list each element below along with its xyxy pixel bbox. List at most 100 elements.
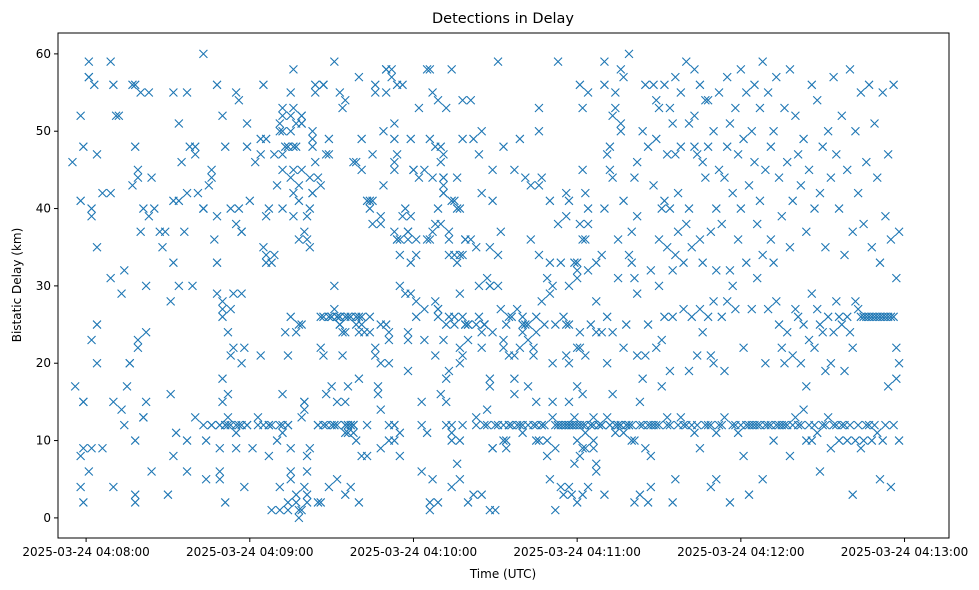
- data-point: [248, 443, 257, 453]
- data-point: [791, 111, 800, 121]
- data-point: [679, 304, 688, 314]
- data-point: [289, 64, 298, 74]
- data-point: [267, 420, 276, 430]
- data-point: [785, 242, 795, 252]
- data-point: [799, 134, 808, 144]
- data-point: [769, 436, 778, 445]
- data-point: [488, 165, 497, 175]
- data-point: [234, 95, 244, 105]
- data-point: [872, 173, 882, 183]
- x-tick-label: 2025-03-24 04:13:00: [841, 545, 968, 559]
- data-point: [728, 420, 738, 430]
- data-point: [87, 443, 96, 453]
- data-point: [608, 111, 618, 121]
- data-point: [531, 312, 541, 322]
- data-point: [316, 343, 326, 353]
- data-point: [780, 103, 789, 113]
- data-point: [774, 173, 784, 183]
- data-point: [714, 88, 724, 97]
- data-point: [520, 173, 530, 183]
- data-point: [561, 320, 571, 329]
- data-point: [510, 389, 519, 399]
- data-point: [133, 165, 143, 175]
- data-point: [389, 420, 399, 430]
- data-point: [624, 420, 634, 430]
- data-point: [392, 235, 402, 244]
- data-point: [722, 296, 732, 306]
- data-point: [891, 374, 901, 384]
- data-point: [826, 443, 836, 453]
- data-point: [294, 235, 304, 244]
- data-point: [602, 150, 612, 159]
- data-point: [646, 482, 656, 492]
- data-point: [600, 80, 609, 90]
- data-point: [537, 420, 547, 430]
- data-point: [422, 64, 432, 74]
- data-point: [717, 219, 727, 229]
- data-point: [758, 250, 768, 260]
- data-point: [815, 467, 825, 476]
- data-point: [231, 88, 241, 97]
- data-point: [793, 312, 803, 322]
- data-point: [834, 312, 844, 322]
- data-point: [458, 134, 467, 144]
- data-point: [602, 312, 612, 322]
- data-point: [889, 80, 899, 90]
- data-point: [731, 304, 740, 314]
- data-point: [801, 382, 811, 391]
- data-point: [665, 420, 675, 430]
- data-point: [130, 80, 140, 90]
- data-point: [690, 64, 699, 74]
- data-point: [632, 351, 642, 360]
- data-point: [752, 273, 762, 283]
- data-point: [354, 498, 364, 507]
- data-point: [687, 242, 697, 252]
- data-point: [302, 490, 312, 500]
- data-point: [501, 320, 511, 329]
- data-point: [179, 227, 189, 237]
- data-point: [627, 436, 637, 445]
- data-point: [673, 188, 683, 198]
- data-point: [891, 343, 901, 353]
- data-point: [463, 320, 473, 329]
- data-point: [640, 443, 650, 453]
- data-point: [441, 320, 451, 329]
- data-point: [889, 312, 899, 322]
- data-point: [632, 289, 642, 299]
- data-point: [283, 351, 293, 360]
- data-point: [302, 451, 312, 461]
- data-point: [504, 312, 514, 322]
- data-point: [389, 227, 399, 237]
- data-point: [657, 382, 667, 391]
- data-point: [199, 204, 208, 213]
- y-tick-label: 50: [36, 124, 51, 138]
- data-point: [591, 459, 601, 469]
- data-point: [351, 436, 361, 445]
- data-point: [891, 273, 901, 283]
- data-point: [441, 397, 451, 407]
- data-point: [812, 428, 822, 438]
- data-point: [488, 196, 497, 206]
- data-point: [422, 428, 432, 438]
- data-point: [619, 343, 628, 353]
- data-point: [278, 204, 287, 213]
- data-point: [452, 173, 462, 183]
- y-tick-label: 0: [43, 511, 51, 525]
- data-point: [272, 436, 282, 445]
- data-point: [829, 327, 838, 337]
- data-point: [231, 219, 241, 229]
- data-point: [722, 142, 732, 152]
- x-tick-label: 2025-03-24 04:09:00: [186, 545, 313, 559]
- data-point: [733, 428, 743, 438]
- data-point: [657, 335, 667, 345]
- data-point: [651, 134, 661, 144]
- data-point: [212, 211, 222, 221]
- data-point: [329, 304, 339, 314]
- data-point: [649, 80, 658, 90]
- data-point: [755, 103, 765, 113]
- data-point: [108, 482, 118, 492]
- data-point: [728, 281, 738, 291]
- data-point: [237, 227, 246, 237]
- data-point: [289, 211, 298, 221]
- data-point: [130, 142, 140, 152]
